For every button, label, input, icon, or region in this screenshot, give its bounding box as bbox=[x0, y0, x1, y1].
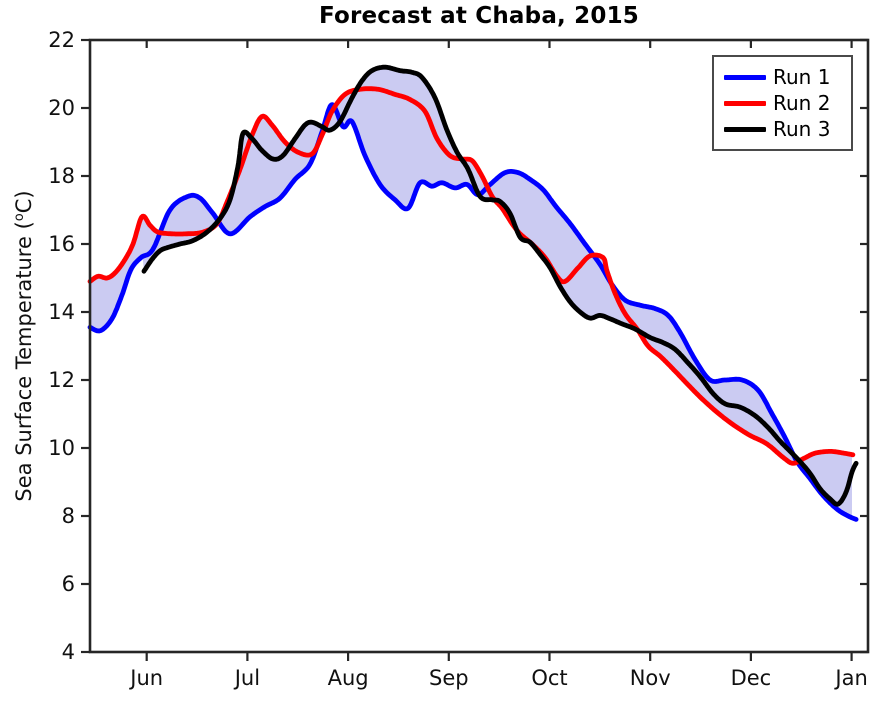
y-tick-label: 20 bbox=[48, 96, 75, 120]
x-tick-label: Nov bbox=[630, 666, 671, 690]
legend-line-swatch-run-3 bbox=[724, 126, 766, 132]
y-axis-label: Sea Surface Temperature (oC) bbox=[12, 190, 36, 501]
y-tick-label: 16 bbox=[48, 232, 75, 256]
y-axis-label-text: Sea Surface Temperature ( bbox=[12, 221, 36, 502]
y-axis-label-unit: C) bbox=[12, 190, 36, 214]
x-tick-label: Oct bbox=[531, 666, 567, 690]
y-tick-label: 8 bbox=[62, 504, 75, 528]
y-tick-label: 10 bbox=[48, 436, 75, 460]
y-tick-label: 14 bbox=[48, 300, 75, 324]
plot-area-box bbox=[88, 38, 870, 654]
x-tick-label: Dec bbox=[731, 666, 772, 690]
legend-entry-run-3: Run 3 bbox=[724, 116, 847, 142]
x-tick-label: Aug bbox=[328, 666, 369, 690]
legend-line-swatch-run-1 bbox=[724, 74, 766, 80]
y-tick-label: 18 bbox=[48, 164, 75, 188]
x-tick-label: Jan bbox=[833, 666, 867, 690]
chart-title: Forecast at Chaba, 2015 bbox=[318, 3, 639, 29]
y-tick-label: 22 bbox=[48, 28, 75, 52]
legend-entry-run-1: Run 1 bbox=[724, 64, 847, 90]
y-axis-label-sup: o bbox=[12, 213, 27, 222]
y-tick-label: 12 bbox=[48, 368, 75, 392]
y-tick-label: 6 bbox=[62, 572, 75, 596]
x-tick-label: Sep bbox=[429, 666, 469, 690]
x-tick-label: Jul bbox=[233, 666, 260, 690]
legend: Run 1 Run 2 Run 3 bbox=[712, 55, 853, 151]
run3-line bbox=[141, 64, 859, 507]
legend-line-swatch-run-2 bbox=[724, 100, 766, 106]
envelope-fill bbox=[90, 67, 852, 518]
legend-label-run-3: Run 3 bbox=[773, 117, 831, 141]
run1-line bbox=[87, 102, 859, 522]
legend-label-run-2: Run 2 bbox=[773, 91, 831, 115]
run2-line bbox=[87, 86, 856, 466]
legend-entry-run-2: Run 2 bbox=[724, 90, 847, 116]
legend-label-run-1: Run 1 bbox=[773, 65, 831, 89]
y-tick-label: 4 bbox=[62, 640, 75, 664]
x-tick-label: Jun bbox=[128, 666, 163, 690]
